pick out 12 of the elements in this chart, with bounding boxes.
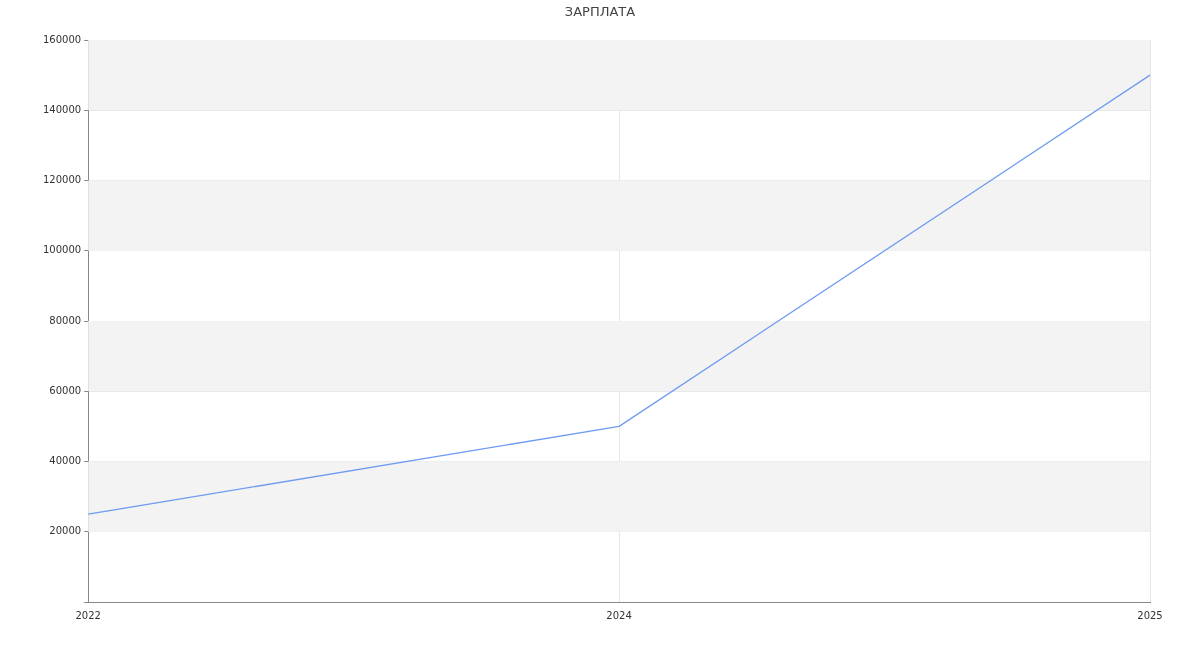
y-tick-label: 120000 [42, 174, 82, 186]
chart-title: ЗАРПЛАТА [563, 4, 637, 19]
y-tick-label: 160000 [42, 33, 82, 45]
y-tick-label: 20000 [49, 525, 82, 537]
x-tick-label: 2025 [1137, 609, 1163, 621]
y-tick-label: 80000 [49, 314, 82, 326]
y-tick-label: 60000 [49, 384, 82, 396]
y-tick-label: 140000 [42, 103, 82, 115]
x-tick-label: 2022 [75, 609, 101, 621]
x-tick-label: 2024 [606, 609, 632, 621]
y-tick-label: 40000 [49, 455, 82, 467]
y-tick-label: 100000 [42, 244, 82, 256]
